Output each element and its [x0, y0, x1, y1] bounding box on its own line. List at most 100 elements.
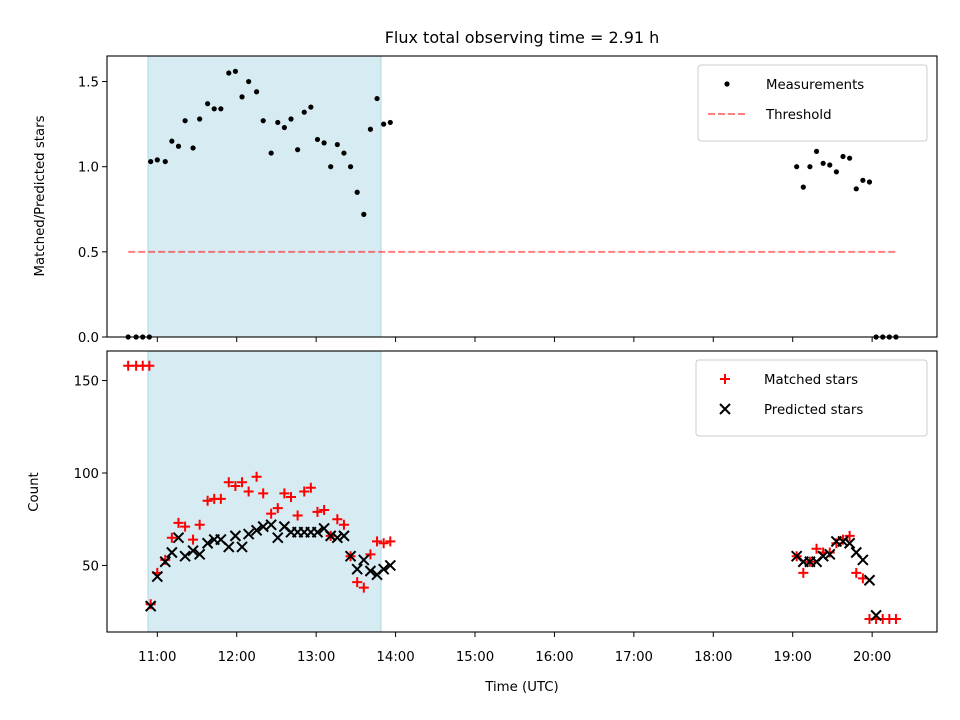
- measurements-point: [281, 124, 287, 131]
- y-tick-label: 100: [74, 467, 99, 482]
- chart-title: Flux total observing time = 2.91 h: [385, 28, 660, 47]
- legend-label: Threshold: [765, 108, 832, 123]
- predicted-stars-point: [344, 550, 357, 562]
- measurements-point: [853, 186, 859, 192]
- predicted-stars-point: [193, 548, 206, 561]
- measurements-point: [162, 158, 168, 165]
- bottom-axes: 50 100 150 11:00 12:00 13:00 14:00 15:00 16:00 17…: [74, 350, 938, 665]
- predicted-stars-point: [325, 530, 337, 542]
- matched-stars-point: [223, 477, 234, 488]
- predicted-stars-point: [236, 541, 248, 553]
- predicted-stars-point: [863, 574, 876, 586]
- predicted-stars-point: [179, 550, 191, 562]
- predicted-stars-point: [144, 600, 157, 612]
- matched-stars-point: [279, 488, 290, 499]
- measurements-point: [347, 164, 354, 170]
- matched-stars-point: [286, 492, 297, 503]
- matched-stars-point: [230, 480, 241, 491]
- predicted-stars-point: [358, 554, 370, 566]
- matched-stars-point: [215, 493, 226, 504]
- legend-marker: [724, 81, 730, 87]
- measurements-point: [860, 177, 866, 183]
- predicted-stars-point: [843, 537, 856, 549]
- measurements-point: [328, 164, 334, 170]
- measurements-point: [387, 119, 393, 126]
- matched-stars-point: [319, 504, 330, 515]
- y-tick-label: 0.5: [78, 246, 99, 261]
- matched-stars-point: [272, 503, 283, 514]
- predicted-stars-point: [351, 563, 363, 575]
- legend-label: Matched stars: [764, 373, 858, 388]
- matched-stars-point: [358, 582, 369, 593]
- measurements-point: [833, 169, 839, 175]
- measurements-point: [321, 140, 327, 146]
- matched-stars-point: [811, 543, 822, 554]
- x-tick-label: 20:00: [853, 650, 891, 665]
- predicted-stars-point: [201, 537, 214, 549]
- measurements-point: [361, 211, 367, 217]
- measurements-point: [813, 148, 820, 154]
- matched-stars-point: [188, 534, 199, 545]
- matched-stars-point: [145, 599, 156, 610]
- predicted-stars-point: [837, 535, 849, 548]
- matched-stars-point: [851, 567, 862, 578]
- measurements-point: [334, 141, 340, 148]
- legend-label: Measurements: [766, 78, 864, 93]
- measurements-point: [314, 136, 321, 143]
- top-y-axis-label: Matched/Predicted stars: [33, 115, 48, 276]
- measurements-point: [190, 145, 196, 151]
- x-axis-label: Time (UTC): [484, 680, 559, 695]
- matched-stars-point: [237, 477, 248, 488]
- predicted-stars-point: [331, 532, 344, 544]
- matched-stars-point: [258, 488, 269, 499]
- matched-stars-point: [173, 517, 184, 528]
- matched-stars-point: [857, 573, 868, 584]
- predicted-stars-point: [817, 550, 829, 562]
- x-tick-label: 15:00: [456, 650, 494, 665]
- measurements-point: [295, 147, 301, 153]
- matched-stars-point: [312, 506, 323, 517]
- measurements-point: [827, 162, 833, 168]
- matched-stars-point: [305, 482, 316, 493]
- y-tick-label: 150: [74, 375, 99, 390]
- predicted-stars-point: [229, 530, 242, 542]
- matched-stars-point: [338, 519, 349, 530]
- measurements-point: [253, 89, 260, 95]
- y-tick-label: 50: [82, 559, 99, 574]
- matched-stars-point: [266, 508, 277, 519]
- predicted-stars-point: [172, 532, 185, 544]
- legend-label: Predicted stars: [764, 403, 863, 418]
- measurements-point: [226, 70, 232, 76]
- x-tick-label: 14:00: [376, 650, 414, 665]
- predicted-stars-point: [824, 548, 836, 561]
- predicted-stars-point: [377, 563, 390, 575]
- axes-frame: [106, 350, 938, 633]
- x-tick-label: 19:00: [774, 650, 812, 665]
- matched-stars-point: [144, 360, 155, 371]
- matched-stars-point: [292, 510, 303, 521]
- predicted-stars-point: [159, 556, 171, 568]
- measurements-point: [847, 155, 853, 161]
- matched-stars-point: [372, 536, 383, 547]
- matched-stars-point: [160, 554, 171, 565]
- predicted-stars-point: [187, 544, 199, 557]
- measurements-point: [197, 116, 203, 122]
- matched-stars-point: [890, 614, 901, 625]
- matched-stars-point: [194, 519, 205, 530]
- top-axes: 0.0 0.5 1.0 1.5 Measurements Threshold: [78, 55, 938, 346]
- matched-stars-point: [180, 521, 191, 532]
- predicted-stars-point: [272, 532, 284, 544]
- measurements-point: [154, 157, 160, 163]
- predicted-stars-point: [250, 524, 263, 537]
- predicted-stars-point: [151, 570, 164, 583]
- observing-window-span: [147, 350, 382, 633]
- legend: [697, 64, 928, 142]
- legend-marker: [720, 374, 730, 384]
- x-tick-label: 16:00: [535, 650, 573, 665]
- y-tick-label: 1.5: [78, 76, 99, 91]
- matched-stars-point: [378, 538, 389, 549]
- predicted-stars-point: [384, 559, 396, 572]
- x-tick-label: 17:00: [615, 650, 653, 665]
- matched-stars-point: [831, 538, 842, 549]
- matched-stars-point: [202, 495, 213, 506]
